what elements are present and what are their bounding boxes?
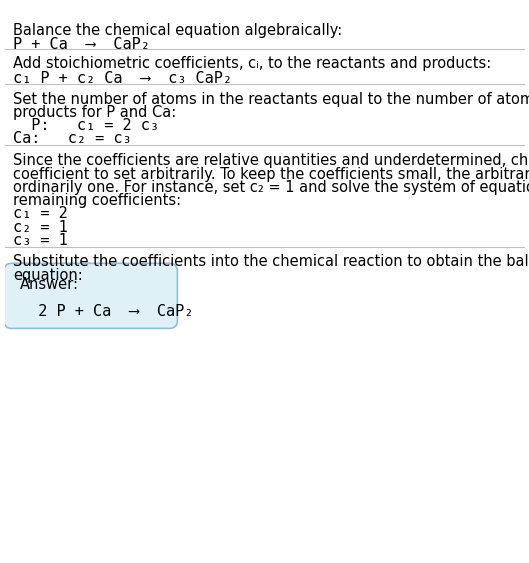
Text: coefficient to set arbitrarily. To keep the coefficients small, the arbitrary va: coefficient to set arbitrarily. To keep … <box>13 167 529 182</box>
Text: remaining coefficients:: remaining coefficients: <box>13 193 181 208</box>
Text: Balance the chemical equation algebraically:: Balance the chemical equation algebraica… <box>13 23 342 38</box>
Text: 2 P + Ca  ⟶  CaP₂: 2 P + Ca ⟶ CaP₂ <box>20 303 193 319</box>
Text: P + Ca  ⟶  CaP₂: P + Ca ⟶ CaP₂ <box>13 37 150 52</box>
Text: Since the coefficients are relative quantities and underdetermined, choose a: Since the coefficients are relative quan… <box>13 154 529 168</box>
Text: c₁ P + c₂ Ca  ⟶  c₃ CaP₂: c₁ P + c₂ Ca ⟶ c₃ CaP₂ <box>13 71 232 86</box>
Text: Ca:   c₂ = c₃: Ca: c₂ = c₃ <box>13 131 132 146</box>
FancyBboxPatch shape <box>4 263 177 328</box>
Text: Substitute the coefficients into the chemical reaction to obtain the balanced: Substitute the coefficients into the che… <box>13 254 529 270</box>
Text: Answer:: Answer: <box>20 277 79 292</box>
Text: c₂ = 1: c₂ = 1 <box>13 220 68 235</box>
Text: c₃ = 1: c₃ = 1 <box>13 233 68 248</box>
Text: Add stoichiometric coefficients, cᵢ, to the reactants and products:: Add stoichiometric coefficients, cᵢ, to … <box>13 56 491 72</box>
Text: products for P and Ca:: products for P and Ca: <box>13 105 176 120</box>
Text: Set the number of atoms in the reactants equal to the number of atoms in the: Set the number of atoms in the reactants… <box>13 92 529 107</box>
Text: ordinarily one. For instance, set c₂ = 1 and solve the system of equations for t: ordinarily one. For instance, set c₂ = 1… <box>13 180 529 195</box>
Text: equation:: equation: <box>13 268 83 283</box>
Text: c₁ = 2: c₁ = 2 <box>13 207 68 221</box>
Text: P:   c₁ = 2 c₃: P: c₁ = 2 c₃ <box>13 118 159 133</box>
